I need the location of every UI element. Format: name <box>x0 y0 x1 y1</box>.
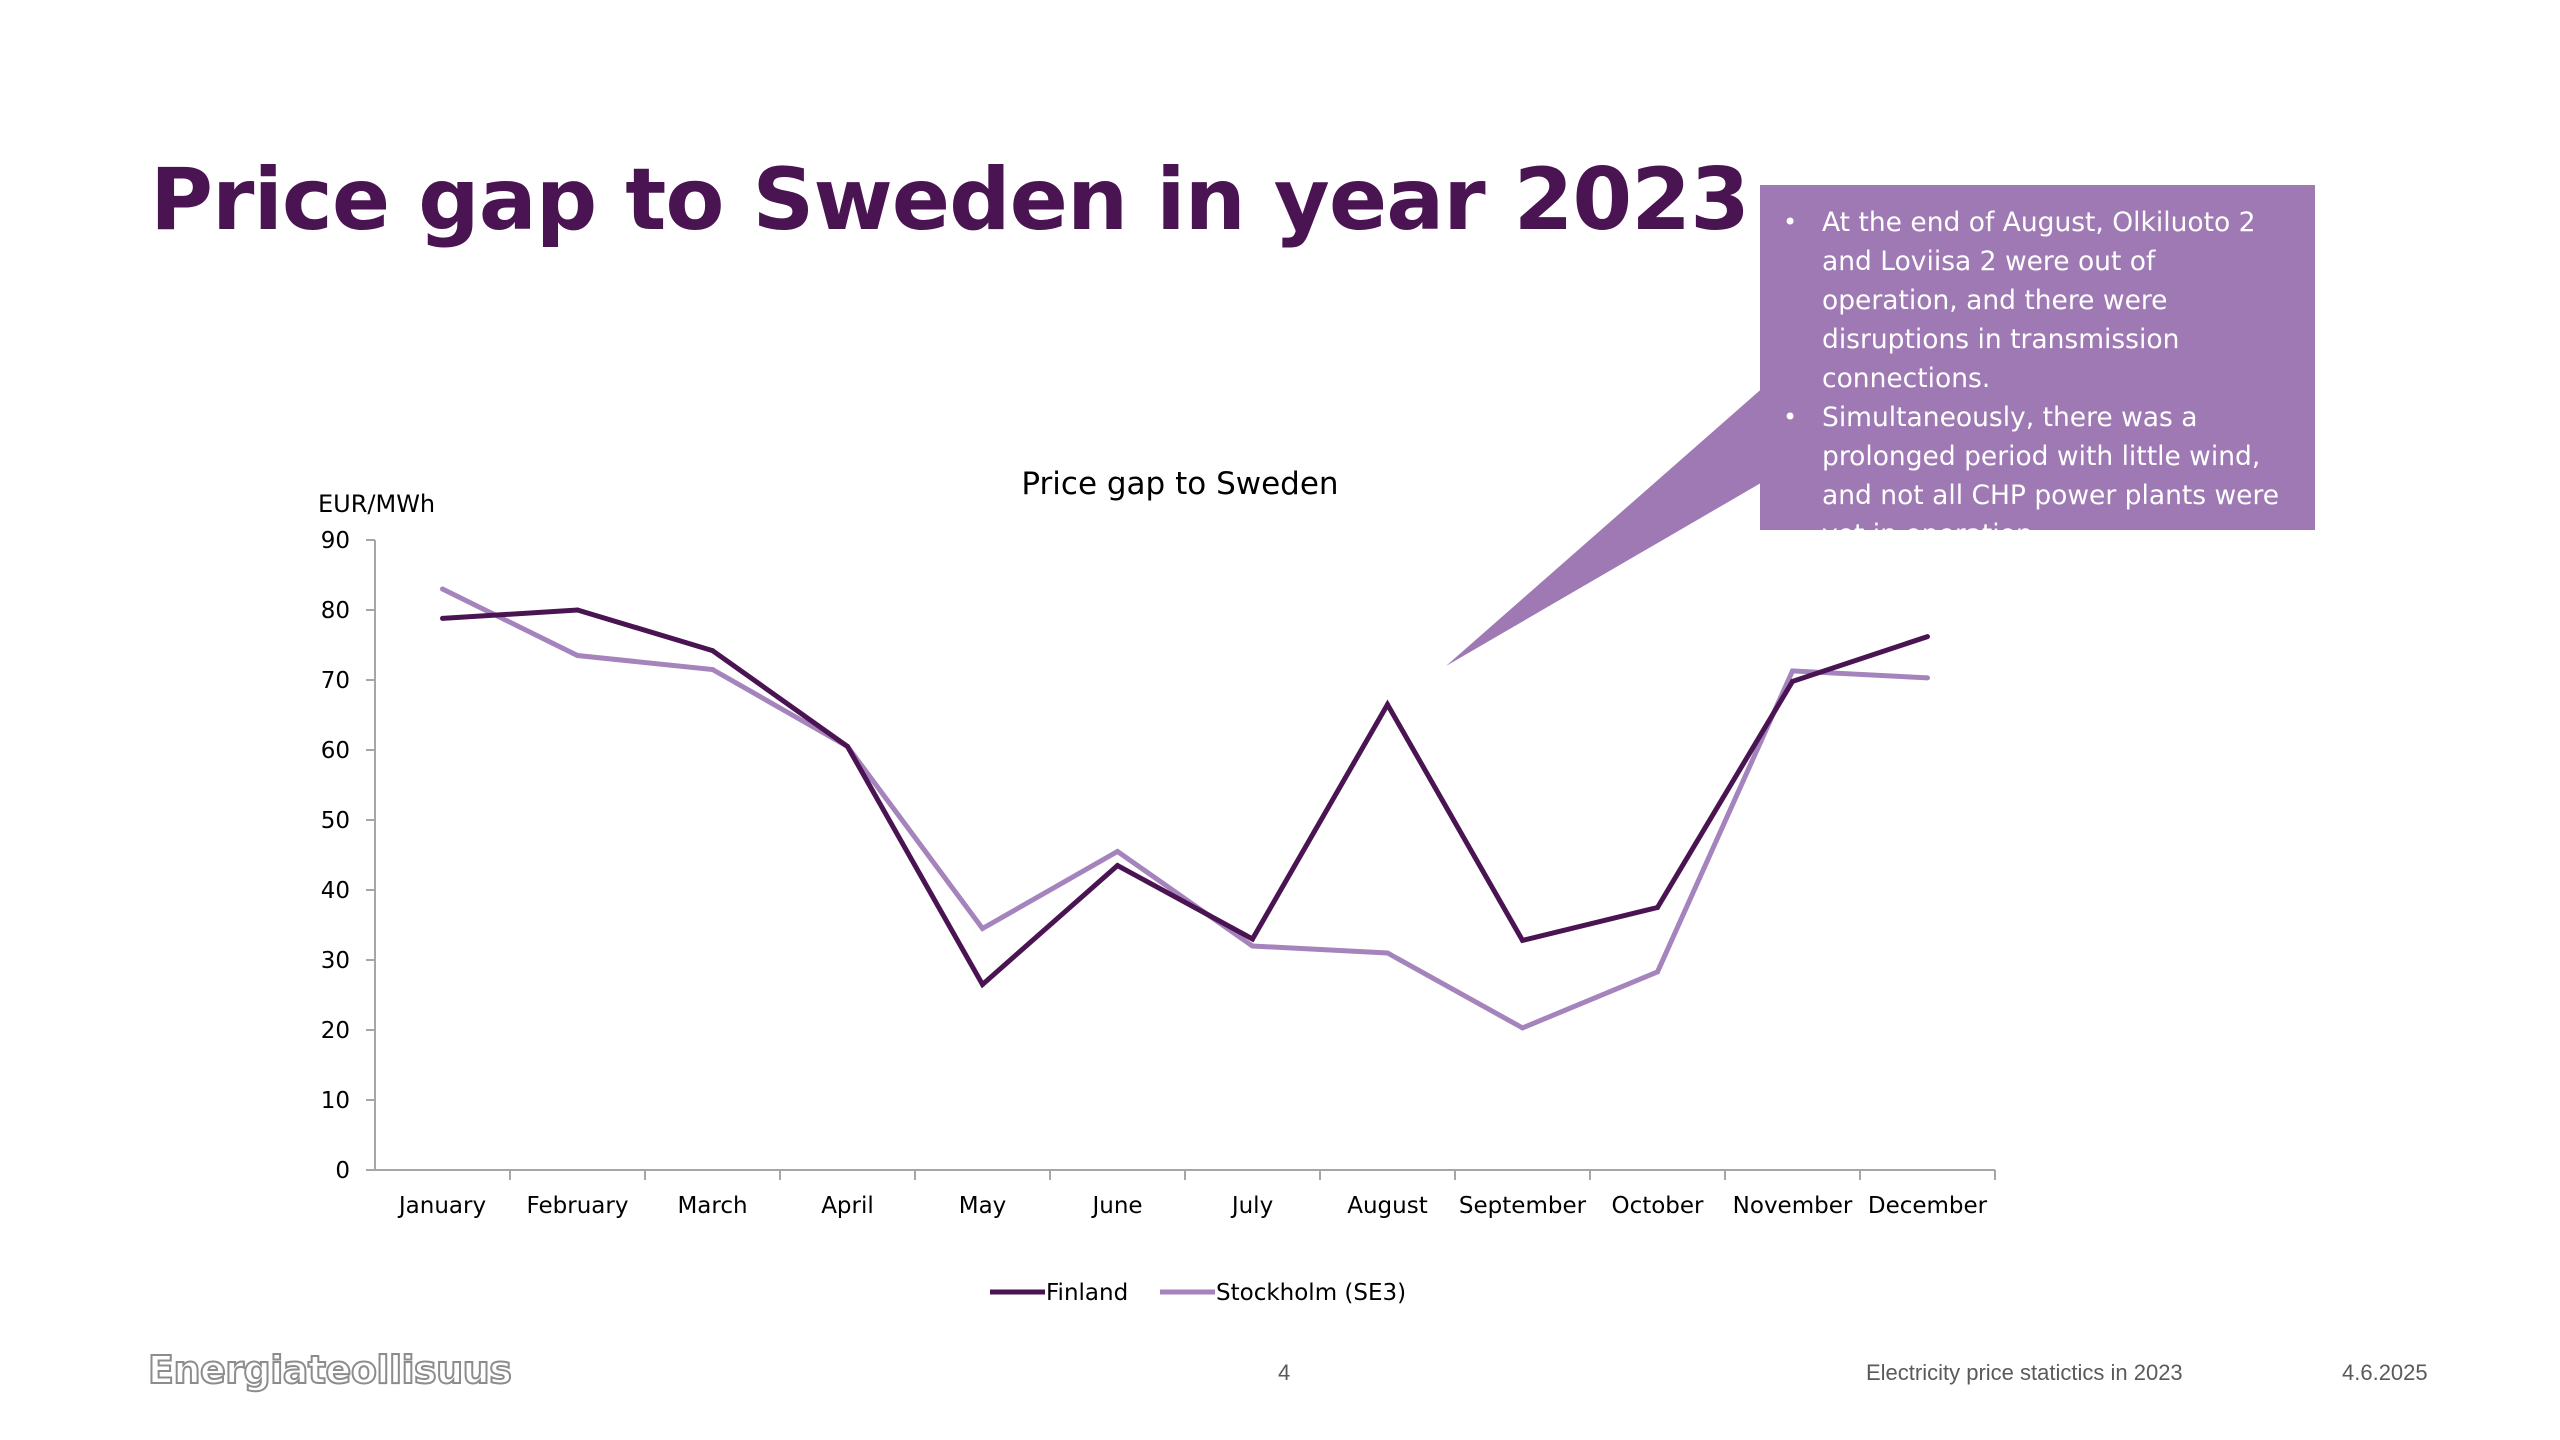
data-point-stockholm <box>1655 969 1660 975</box>
data-point-finland <box>1115 863 1120 868</box>
x-tick-label: March <box>677 1193 747 1219</box>
x-tick-label: August <box>1347 1193 1428 1219</box>
legend-label-finland: Finland <box>1046 1280 1128 1306</box>
data-point-stockholm <box>1520 1025 1525 1031</box>
data-point-finland <box>440 615 445 621</box>
data-point-finland <box>845 744 850 749</box>
y-tick-label: 50 <box>321 808 350 834</box>
x-tick-label: November <box>1733 1193 1853 1219</box>
y-tick-label: 70 <box>321 668 350 694</box>
y-tick-label: 30 <box>321 948 350 974</box>
x-tick-label: July <box>1230 1193 1273 1219</box>
data-point-finland <box>710 648 715 654</box>
y-tick-label: 90 <box>321 528 350 554</box>
y-tick-label: 40 <box>321 878 350 904</box>
callout-bullet-list: At the end of August, Olkiluoto 2 and Lo… <box>1780 203 2291 554</box>
x-tick-label: February <box>527 1193 629 1219</box>
document-title: Electricity price statictics in 2023 <box>1866 1360 2183 1385</box>
data-point-finland <box>1925 634 1930 640</box>
y-tick-label: 0 <box>335 1158 350 1184</box>
data-point-stockholm <box>440 586 445 592</box>
x-tick-label: January <box>397 1193 486 1219</box>
x-tick-label: April <box>821 1193 874 1219</box>
chart-title: Price gap to Sweden <box>1021 466 1338 502</box>
slide-title: Price gap to Sweden in year 2023 <box>150 150 1750 250</box>
x-tick-label: September <box>1459 1193 1587 1219</box>
y-tick-label: 80 <box>321 598 350 624</box>
slide-date: 4.6.2025 <box>2342 1360 2428 1385</box>
data-point-stockholm <box>1790 668 1795 674</box>
x-tick-label: May <box>959 1193 1007 1219</box>
x-tick-label: October <box>1611 1193 1704 1219</box>
callout-bullet: At the end of August, Olkiluoto 2 and Lo… <box>1780 203 2291 398</box>
x-tick-label: December <box>1868 1193 1988 1219</box>
series-line-stockholm <box>441 586 1928 1031</box>
data-point-finland <box>1385 702 1390 707</box>
y-tick-label: 10 <box>321 1088 350 1114</box>
data-point-stockholm <box>1385 950 1390 956</box>
y-axis-label: EUR/MWh <box>318 490 435 518</box>
company-logo: Energiateollisuus <box>147 1347 513 1393</box>
data-point-finland <box>1655 905 1660 910</box>
data-point-stockholm <box>710 667 715 672</box>
series-line-finland <box>442 607 1929 989</box>
legend-label-stockholm: Stockholm (SE3) <box>1216 1280 1406 1306</box>
x-tick-label: June <box>1090 1193 1142 1219</box>
callout-bullet: Simultaneously, there was a prolonged pe… <box>1780 398 2291 554</box>
data-point-finland <box>980 982 985 987</box>
data-point-finland <box>1520 937 1525 943</box>
data-point-stockholm <box>980 926 985 931</box>
data-point-stockholm <box>575 653 580 658</box>
y-tick-label: 20 <box>321 1018 350 1044</box>
data-point-stockholm <box>1250 943 1255 949</box>
callout-box: At the end of August, Olkiluoto 2 and Lo… <box>1760 185 2315 550</box>
data-point-finland <box>1790 678 1795 684</box>
data-point-stockholm <box>1925 675 1930 681</box>
page-number: 4 <box>1278 1360 1291 1385</box>
data-point-stockholm <box>1115 849 1120 854</box>
data-point-finland <box>1250 936 1255 942</box>
y-tick-label: 60 <box>321 738 350 764</box>
data-point-finland <box>575 607 580 613</box>
